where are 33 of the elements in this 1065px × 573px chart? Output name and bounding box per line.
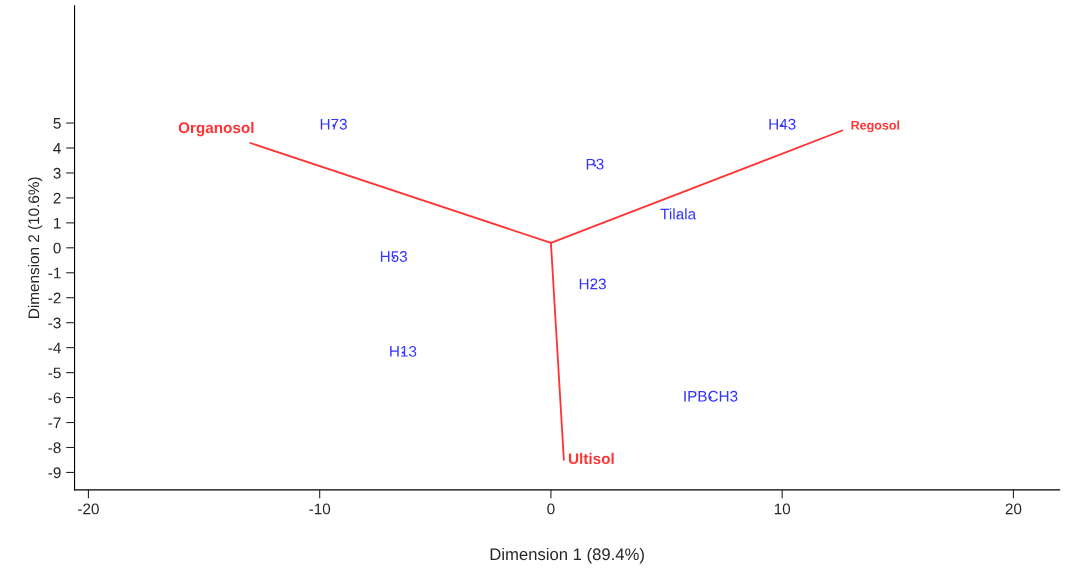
data-label: Regosol: [851, 120, 900, 133]
data-label: Ultisol: [568, 452, 614, 465]
y-tick-label: -4: [48, 342, 61, 354]
data-label: H23: [579, 278, 606, 290]
y-tick-label: 0: [53, 242, 61, 254]
data-label: H13: [390, 345, 417, 357]
data-label: H73: [320, 118, 347, 130]
y-tick-label: 2: [53, 192, 61, 204]
data-label: Organosol: [178, 121, 254, 137]
data-label: H43: [769, 118, 796, 130]
y-axis-title: Dimension 2 (10.6%): [27, 177, 43, 318]
x-tick-label: -10: [309, 503, 331, 515]
data-label: H53: [380, 251, 408, 262]
y-tick-label: -9: [48, 467, 61, 479]
y-tick-label: -7: [48, 417, 61, 429]
y-tick-label: 4: [53, 143, 61, 154]
y-tick-label: -8: [48, 442, 61, 454]
y-tick-label: 3: [53, 167, 61, 179]
y-tick-label: 1: [54, 217, 61, 229]
x-axis-title: Dimension 1 (89.4%): [490, 547, 644, 564]
data-label: P3: [586, 158, 604, 170]
x-tick-label: 20: [1005, 503, 1022, 515]
y-tick-label: -2: [48, 292, 61, 304]
x-tick-label: 10: [774, 503, 791, 515]
data-label: Tilala: [660, 208, 697, 220]
x-tick-label: 0: [547, 503, 555, 515]
y-tick-label: -5: [48, 367, 61, 379]
y-tick-label: 5: [53, 118, 61, 129]
x-tick-label: -20: [78, 503, 99, 515]
y-tick-label: -3: [48, 317, 61, 329]
data-label: IPBCH3: [684, 390, 738, 402]
y-tick-label: -1: [48, 267, 61, 279]
y-tick-label: -6: [48, 392, 61, 404]
